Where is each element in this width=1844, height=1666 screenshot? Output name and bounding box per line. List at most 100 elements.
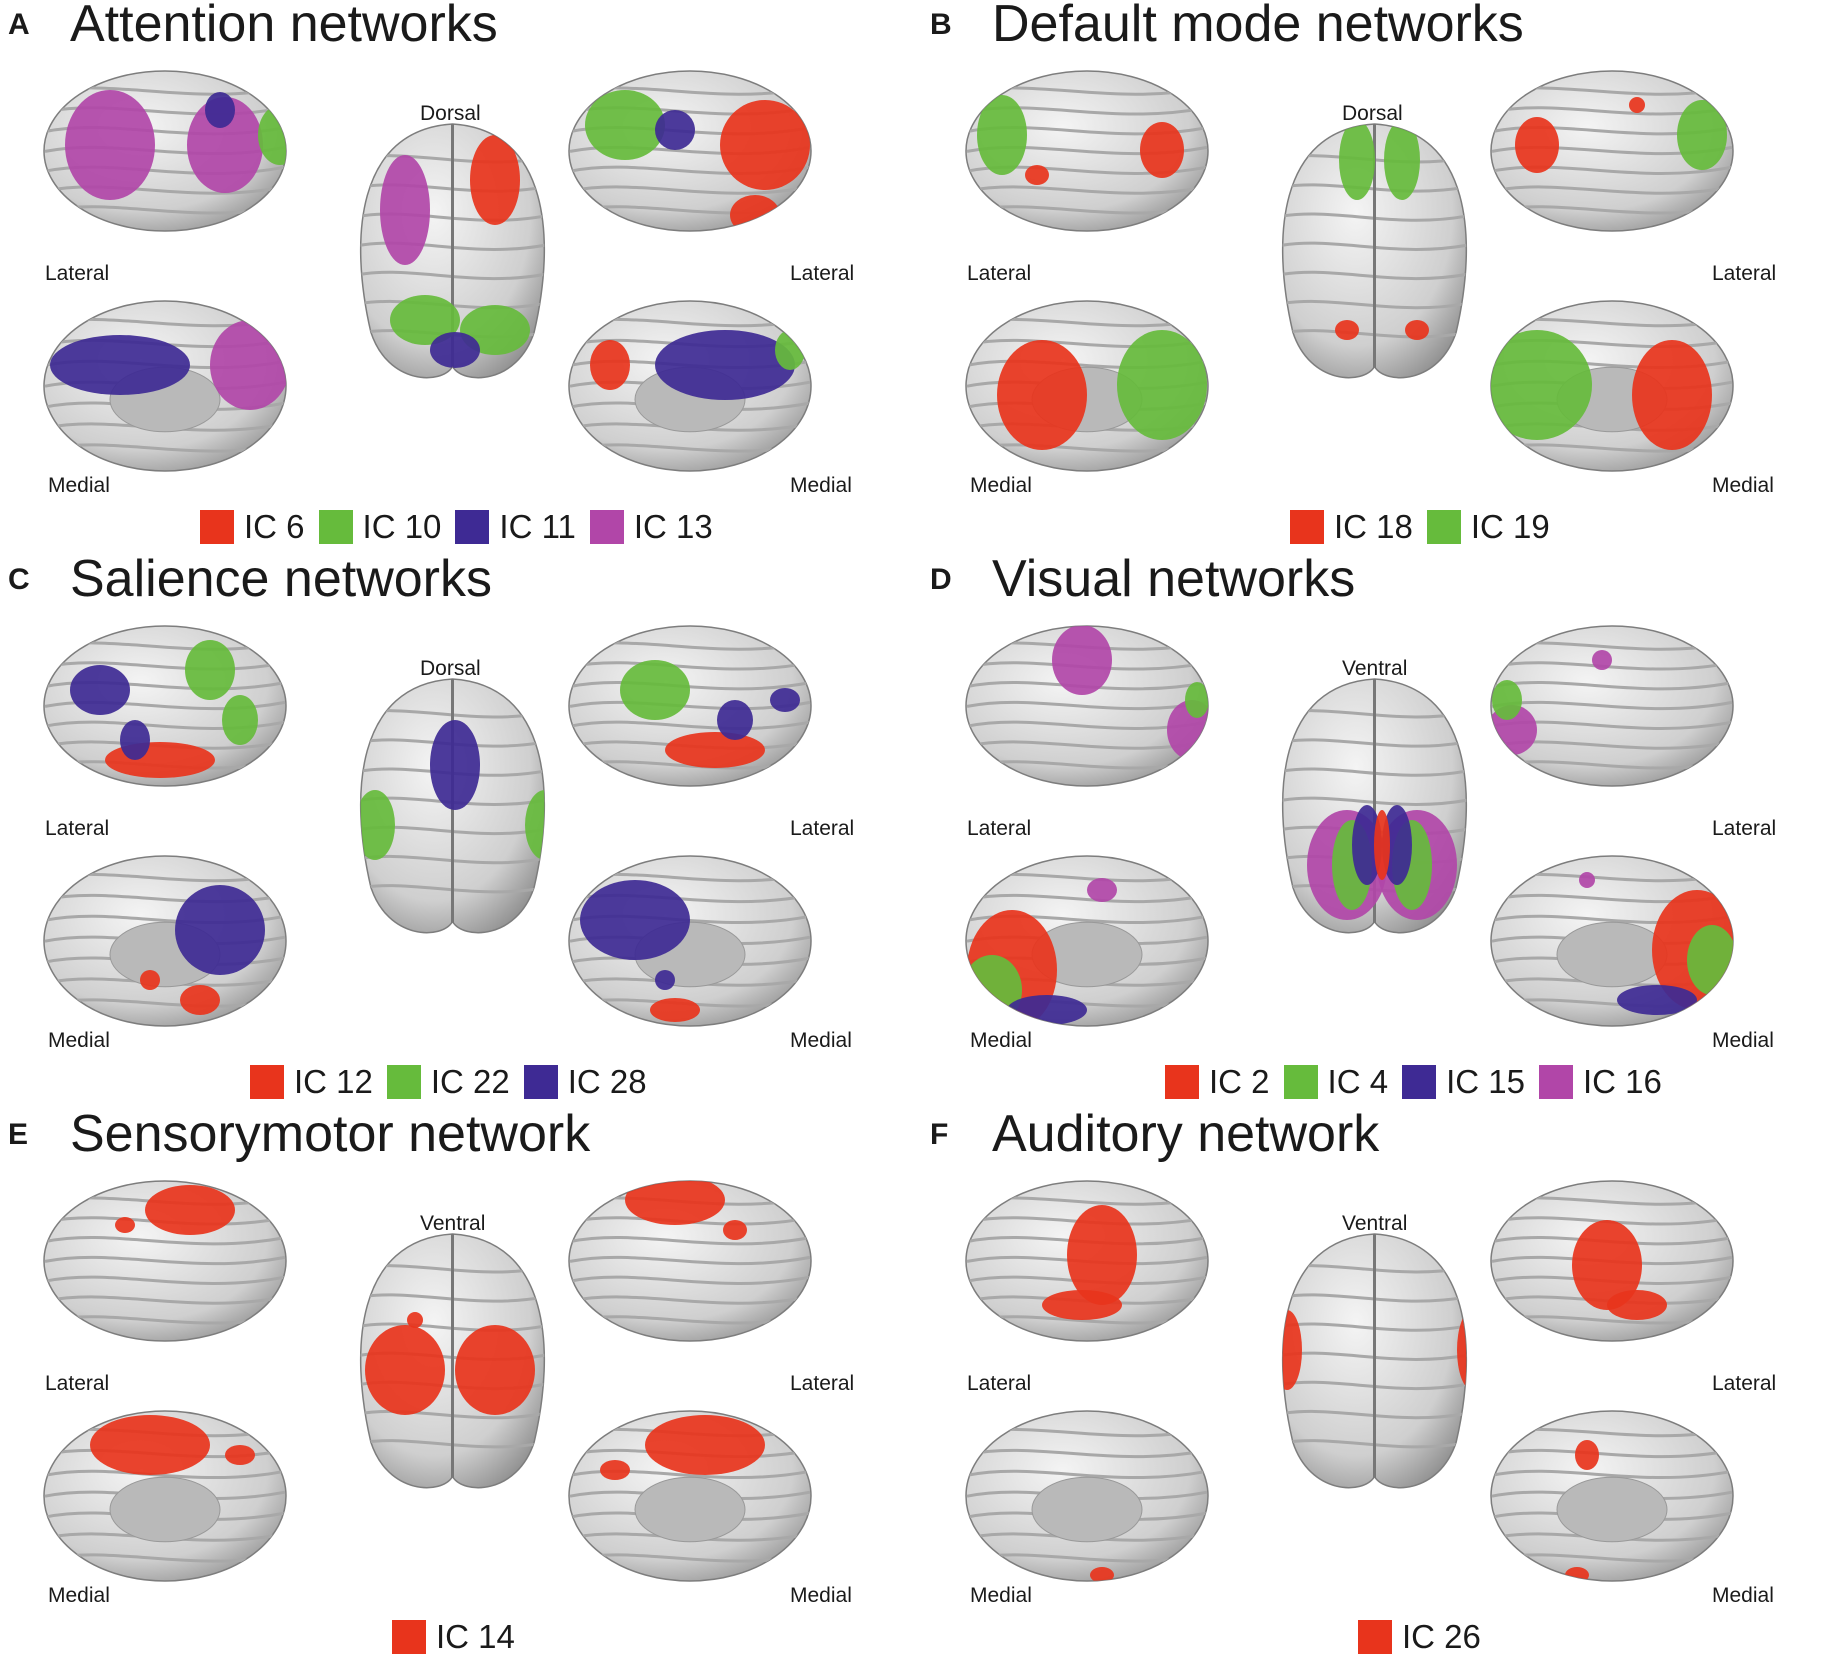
sulcus xyxy=(966,185,1208,195)
top-view-label: Ventral xyxy=(420,1212,486,1235)
legend-item: IC 13 xyxy=(589,508,713,546)
sulcus xyxy=(1491,1448,1733,1459)
top-view xyxy=(345,120,560,385)
activation-blob-red xyxy=(1067,1205,1137,1305)
activation-blob-blue xyxy=(770,688,800,712)
activation-blob-red xyxy=(730,195,780,231)
legend-label: IC 19 xyxy=(1470,508,1550,545)
legend-item: IC 15 xyxy=(1402,1063,1525,1101)
sulcus xyxy=(1282,1293,1467,1303)
lateral-left-view xyxy=(40,620,290,800)
sulcus xyxy=(360,212,545,222)
medial-left-label: Medial xyxy=(970,1584,1032,1607)
activation-blob-red xyxy=(645,1415,765,1475)
activation-blob-red xyxy=(625,1181,725,1225)
legend-item: IC 12 xyxy=(250,1063,373,1101)
sulcus xyxy=(1282,738,1467,748)
activation-blob-green xyxy=(620,660,690,720)
legend-swatch-green xyxy=(1426,510,1461,544)
activation-blob-green xyxy=(1384,124,1420,200)
sulcus xyxy=(569,1275,811,1285)
legend-swatch-blue xyxy=(1402,1065,1437,1099)
activation-blob-red xyxy=(723,1220,747,1240)
panel-title: Attention networks xyxy=(70,0,498,53)
legend-label: IC 2 xyxy=(1209,1063,1270,1100)
sulcus xyxy=(44,185,286,195)
medial-right-view xyxy=(1487,1405,1737,1595)
activation-blob-red xyxy=(1405,320,1429,340)
lateral-left-label: Lateral xyxy=(45,1372,110,1395)
lateral-right-label: Lateral xyxy=(1712,262,1777,285)
panel-title: Default mode networks xyxy=(992,0,1524,53)
activation-blob-red xyxy=(225,1445,255,1465)
panel-title: Auditory network xyxy=(992,1105,1380,1163)
medial-right-view xyxy=(1487,850,1737,1040)
medial-left-label: Medial xyxy=(48,474,110,497)
sulcus xyxy=(1282,1409,1467,1420)
activation-blob-blue xyxy=(655,110,695,150)
activation-blob-red xyxy=(1565,1567,1589,1581)
sulcus xyxy=(1282,796,1467,806)
medial-right-view xyxy=(565,850,815,1040)
lateral-left-label: Lateral xyxy=(967,817,1032,840)
activation-blob-red xyxy=(470,135,520,225)
sulcus xyxy=(1491,165,1733,175)
medial-right-view xyxy=(1487,295,1737,485)
medial-left-view xyxy=(962,295,1212,485)
panel-letter: F xyxy=(930,1118,949,1151)
activation-blob-green xyxy=(1687,925,1733,995)
top-view xyxy=(345,675,560,940)
sulcus xyxy=(44,1295,286,1305)
activation-blob-green xyxy=(258,105,286,165)
legend: IC 26 xyxy=(1358,1618,1481,1656)
panel-letter: D xyxy=(930,563,952,596)
activation-blob-blue xyxy=(717,700,753,740)
legend-item: IC 14 xyxy=(392,1618,515,1656)
activation-blob-green xyxy=(525,790,545,860)
medial-left-view xyxy=(40,850,290,1040)
lateral-left-label: Lateral xyxy=(967,262,1032,285)
activation-blob-purple xyxy=(65,90,155,200)
activation-blob-red xyxy=(1575,1440,1599,1470)
activation-blob-red xyxy=(1335,320,1359,340)
activation-blob-blue xyxy=(655,970,675,990)
top-view-label: Ventral xyxy=(1342,657,1408,680)
panel-c: C Salience networks Dorsal Lateral Lateral Me… xyxy=(0,550,922,1110)
panel-d: D Visual networks Ventral Lateral Lateral Med… xyxy=(922,550,1844,1110)
legend: IC 6 IC 10 IC 11 IC 13 xyxy=(200,508,713,546)
activation-blob-red xyxy=(1607,1290,1667,1320)
legend-item: IC 16 xyxy=(1538,1063,1662,1101)
panel-title: Sensorymotor network xyxy=(70,1105,591,1163)
legend-item: IC 11 xyxy=(455,508,576,546)
panel-title: Salience networks xyxy=(70,550,492,608)
medial-right-label: Medial xyxy=(790,1029,852,1052)
activation-blob-red xyxy=(1025,165,1049,185)
panel-letter: E xyxy=(8,1118,29,1151)
top-view xyxy=(1267,120,1482,385)
legend: IC 14 xyxy=(392,1618,515,1656)
sulcus xyxy=(569,661,811,671)
lateral-right-view xyxy=(565,620,815,800)
activation-blob-blue xyxy=(655,330,795,400)
medial-wall xyxy=(1031,1476,1143,1543)
activation-blob-blue xyxy=(580,880,690,960)
lateral-right-view xyxy=(565,1175,815,1355)
legend-label: IC 14 xyxy=(436,1618,515,1655)
activation-blob-red xyxy=(1629,97,1645,113)
top-view-label: Dorsal xyxy=(420,657,481,680)
sulcus xyxy=(1491,185,1733,195)
lateral-left-view xyxy=(40,65,290,245)
sulcus xyxy=(1282,241,1467,251)
activation-blob-green xyxy=(585,90,665,160)
lateral-right-label: Lateral xyxy=(1712,817,1777,840)
top-view xyxy=(1267,675,1482,940)
activation-blob-blue xyxy=(70,665,130,715)
activation-blob-blue xyxy=(175,885,265,975)
medial-left-label: Medial xyxy=(48,1584,110,1607)
activation-blob-blue xyxy=(1382,805,1412,885)
activation-blob-green xyxy=(1339,124,1375,200)
activation-blob-red xyxy=(600,1460,630,1480)
activation-blob-green xyxy=(1117,330,1207,440)
panel-b: B Default mode networks Dorsal Lateral Later… xyxy=(922,0,1844,555)
sulcus xyxy=(1282,329,1467,339)
